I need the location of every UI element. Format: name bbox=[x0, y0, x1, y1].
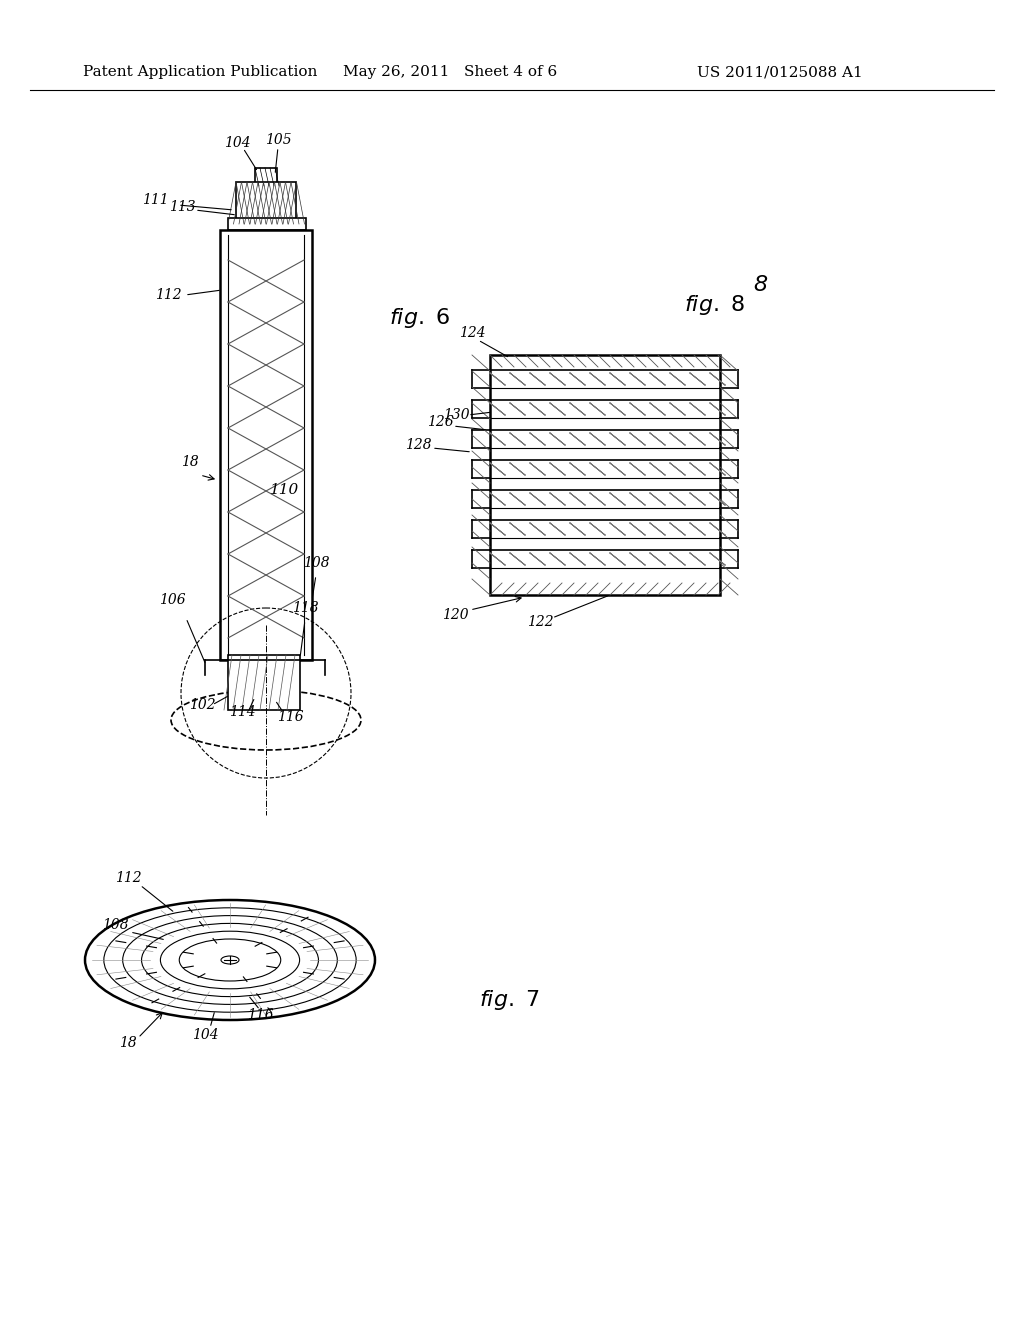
Text: 116: 116 bbox=[247, 1008, 273, 1022]
Bar bbox=[255, 168, 278, 186]
Text: 108: 108 bbox=[303, 556, 330, 570]
Text: 104: 104 bbox=[191, 1028, 218, 1041]
Text: 114: 114 bbox=[228, 705, 255, 719]
Text: 8: 8 bbox=[753, 275, 767, 294]
Text: 122: 122 bbox=[526, 615, 553, 630]
Text: US 2011/0125088 A1: US 2011/0125088 A1 bbox=[697, 65, 863, 79]
Text: 18: 18 bbox=[181, 455, 199, 469]
Bar bbox=[236, 182, 296, 224]
Text: Patent Application Publication: Patent Application Publication bbox=[83, 65, 317, 79]
Text: 113: 113 bbox=[169, 201, 196, 214]
Text: 112: 112 bbox=[155, 288, 181, 302]
Text: 112: 112 bbox=[115, 871, 141, 884]
Text: 126: 126 bbox=[427, 414, 454, 429]
Text: 124: 124 bbox=[459, 326, 485, 341]
Text: 110: 110 bbox=[270, 483, 300, 498]
Ellipse shape bbox=[221, 956, 239, 964]
Text: 111: 111 bbox=[141, 193, 168, 207]
Text: 118: 118 bbox=[292, 601, 318, 615]
Bar bbox=[220, 230, 312, 660]
Text: 130: 130 bbox=[442, 408, 469, 422]
Ellipse shape bbox=[85, 900, 375, 1020]
Text: 102: 102 bbox=[188, 698, 215, 711]
Text: 128: 128 bbox=[404, 438, 431, 451]
Bar bbox=[228, 218, 306, 230]
Text: $\mathit{fig.\ 7}$: $\mathit{fig.\ 7}$ bbox=[479, 987, 541, 1012]
Text: 105: 105 bbox=[264, 133, 291, 147]
Text: May 26, 2011   Sheet 4 of 6: May 26, 2011 Sheet 4 of 6 bbox=[343, 65, 557, 79]
Text: 108: 108 bbox=[101, 917, 128, 932]
Text: 116: 116 bbox=[276, 710, 303, 723]
Text: 106: 106 bbox=[159, 593, 185, 607]
Text: 18: 18 bbox=[119, 1036, 137, 1049]
Bar bbox=[228, 655, 300, 710]
Bar bbox=[490, 355, 720, 595]
Ellipse shape bbox=[171, 690, 361, 750]
Text: $\mathit{fig.\ 8}$: $\mathit{fig.\ 8}$ bbox=[684, 293, 745, 317]
Text: 104: 104 bbox=[223, 136, 250, 150]
Text: 120: 120 bbox=[441, 609, 468, 622]
Text: $\mathit{fig.\ 6}$: $\mathit{fig.\ 6}$ bbox=[389, 306, 451, 330]
